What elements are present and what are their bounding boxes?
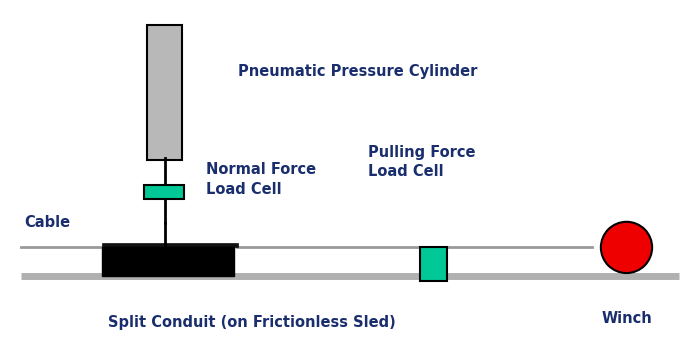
Ellipse shape (601, 222, 652, 273)
Bar (144, 185, 184, 199)
Bar (102, 243, 238, 247)
Text: Winch: Winch (601, 311, 652, 326)
Bar (147, 25, 182, 160)
Text: Pulling Force
Load Cell: Pulling Force Load Cell (368, 145, 475, 179)
Text: Normal Force
Load Cell: Normal Force Load Cell (206, 162, 316, 197)
Text: Cable: Cable (25, 215, 71, 230)
Text: Pneumatic Pressure Cylinder: Pneumatic Pressure Cylinder (238, 64, 477, 79)
Text: Split Conduit (on Frictionless Sled): Split Conduit (on Frictionless Sled) (108, 315, 396, 330)
Bar (102, 247, 235, 276)
Bar (420, 247, 447, 281)
